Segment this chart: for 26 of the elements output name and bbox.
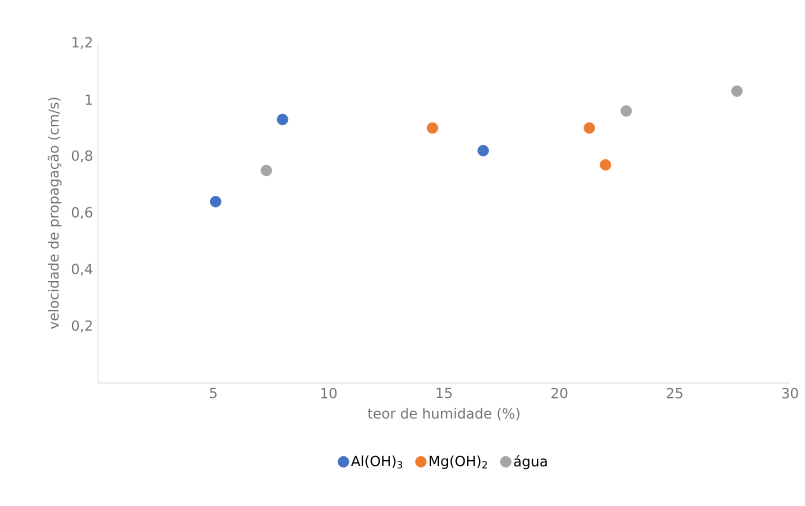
point xyxy=(620,105,632,117)
x-axis-title: teor de humidade (%) xyxy=(368,408,520,420)
point xyxy=(210,196,222,208)
point xyxy=(478,144,489,156)
legend-label: água xyxy=(514,455,547,470)
y-tick-label: 0,8 xyxy=(72,150,92,162)
x-tick-label: 10 xyxy=(321,388,337,398)
x-tick-label: 20 xyxy=(551,388,568,398)
y-axis-title: velocidade de propagação (cm/s) xyxy=(48,98,62,329)
y-tick-label: 0,6 xyxy=(72,207,92,219)
legend-label: Mg(OH)$_{2}$ xyxy=(430,455,487,469)
legend-label: Al(OH)$_{3}$ xyxy=(351,455,402,469)
y-tick-label: 0,4 xyxy=(72,264,92,276)
point xyxy=(260,164,272,176)
point xyxy=(731,85,743,97)
x-tick-label: 15 xyxy=(436,388,452,398)
x-tick-label: 5 xyxy=(210,388,217,398)
x-tick-label: 30 xyxy=(782,388,798,398)
point xyxy=(584,122,596,134)
y-tick-label: 1,2 xyxy=(72,37,92,49)
point xyxy=(426,122,438,134)
point xyxy=(600,159,612,171)
x-tick-label: 25 xyxy=(666,388,682,398)
y-tick-label: 1 xyxy=(86,94,92,105)
point xyxy=(276,114,288,126)
y-tick-label: 0,2 xyxy=(72,320,92,332)
